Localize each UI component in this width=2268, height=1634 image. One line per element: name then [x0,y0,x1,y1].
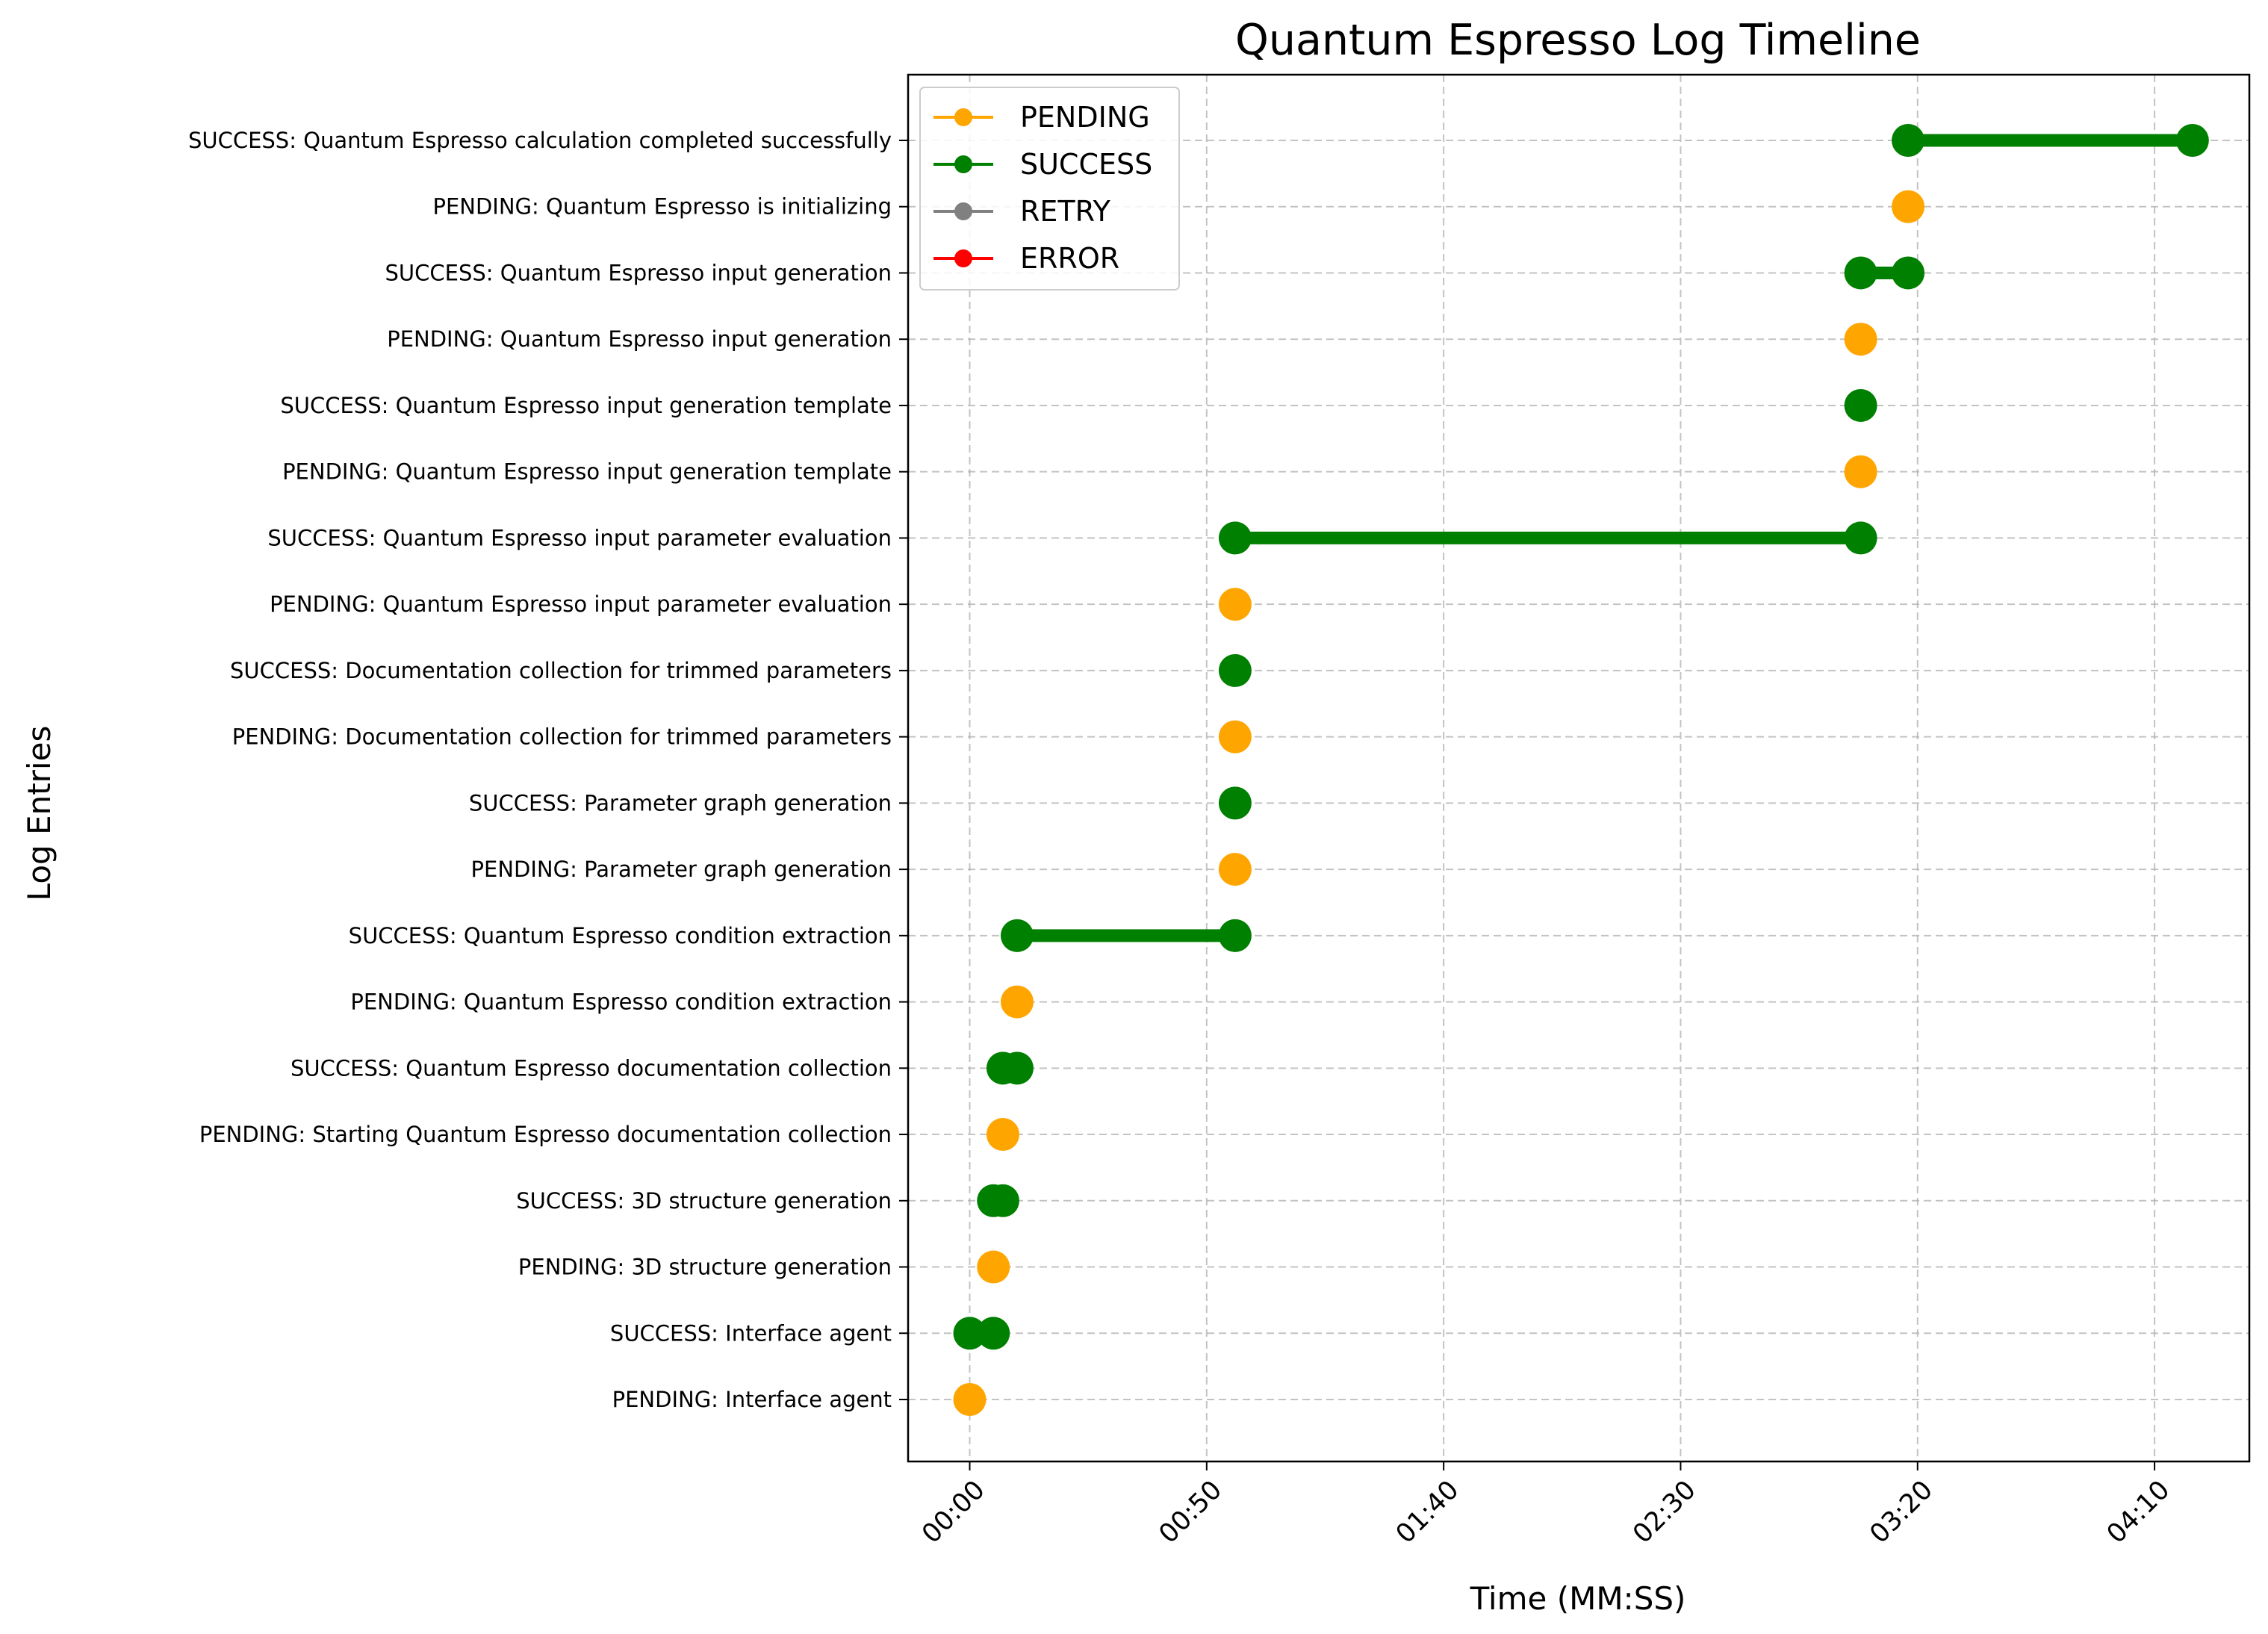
legend-marker [954,155,972,173]
log-entry-success [1218,521,1877,555]
log-entry-pending [986,1118,1019,1152]
end-point [1844,521,1877,555]
legend-label: SUCCESS [1020,148,1152,181]
start-point [1000,919,1034,952]
y-tick-label: PENDING: Quantum Espresso condition extr… [350,990,892,1015]
legend-label: PENDING [1020,101,1150,134]
legend-item-success: SUCCESS [933,148,1152,181]
y-tick-label: SUCCESS: Quantum Espresso calculation co… [188,128,892,153]
y-tick-label: PENDING: Quantum Espresso input generati… [387,326,892,352]
legend-box [919,87,1180,291]
start-point [1218,786,1252,820]
log-entry-pending [977,1250,1010,1284]
log-entry-success [986,1051,1034,1085]
y-tick-label: SUCCESS: Quantum Espresso input generati… [280,393,892,418]
end-point [1892,256,1925,290]
legend-label: ERROR [1020,242,1119,275]
log-entry-success [1844,256,1925,290]
log-entry-pending [1844,455,1877,488]
start-point [1000,985,1034,1019]
log-entry-success [1000,919,1252,952]
start-point [1218,521,1252,555]
y-tick-label: PENDING: Parameter graph generation [471,857,892,882]
start-point [1844,388,1877,422]
y-tick-label: SUCCESS: Quantum Espresso condition extr… [349,923,892,948]
y-tick-label: SUCCESS: Quantum Espresso input paramete… [267,525,892,550]
legend-marker [954,249,972,267]
y-tick-label: SUCCESS: Interface agent [610,1320,892,1346]
y-tick-label: PENDING: Starting Quantum Espresso docum… [199,1122,892,1147]
end-point [986,1184,1019,1217]
y-tick-label: PENDING: Quantum Espresso input paramete… [270,591,892,617]
start-point [1218,653,1252,687]
y-axis-title: Log Entries [21,726,58,901]
start-point [1844,455,1877,488]
log-entry-success [1892,124,2209,157]
log-entry-success [1218,786,1252,820]
log-entry-success [1218,653,1252,687]
start-point [977,1250,1010,1284]
y-tick-label: SUCCESS: Documentation collection for tr… [230,658,892,683]
start-point [1844,323,1877,356]
end-point [977,1317,1010,1350]
start-point [1218,853,1252,886]
end-point [1218,919,1252,952]
x-axis-title: Time (MM:SS) [1470,1580,1686,1617]
log-entry-pending [1844,323,1877,356]
series-layer [953,124,2209,1416]
start-point [986,1118,1019,1152]
start-point [1218,720,1252,754]
legend: PENDING SUCCESS RETRY ERROR [919,87,1180,291]
y-tick-label: SUCCESS: 3D structure generation [516,1188,892,1214]
y-tick-label: SUCCESS: Parameter graph generation [469,790,892,816]
log-entry-pending [1218,720,1252,754]
y-tick-label: PENDING: Quantum Espresso is initializin… [432,194,892,220]
log-entry-pending [1000,985,1034,1019]
y-tick-label: PENDING: Quantum Espresso input generati… [282,459,892,485]
log-entry-pending [1218,853,1252,886]
legend-item-retry: RETRY [933,195,1111,228]
y-tick-label: SUCCESS: Quantum Espresso documentation … [291,1055,892,1081]
start-point [953,1383,987,1416]
legend-marker [954,202,972,220]
y-tick-label: SUCCESS: Quantum Espresso input generati… [385,260,892,285]
legend-item-pending: PENDING [933,101,1150,134]
start-point [1844,256,1877,290]
log-entry-pending [953,1383,987,1416]
grid [908,75,2249,1461]
end-point [2175,124,2209,157]
legend-item-error: ERROR [933,242,1119,275]
y-tick-label: PENDING: Documentation collection for tr… [232,724,892,750]
end-point [1000,1051,1034,1085]
chart-title: Quantum Espresso Log Timeline [1235,16,1921,65]
start-point [953,1317,987,1350]
y-tick-label: PENDING: Interface agent [612,1387,892,1412]
log-entry-pending [1218,588,1252,621]
log-entry-success [1844,388,1877,422]
start-point [1892,124,1925,157]
start-point [1218,588,1252,621]
log-entry-pending [1892,190,1925,223]
y-tick-label: PENDING: 3D structure generation [518,1255,892,1280]
legend-label: RETRY [1020,195,1111,228]
start-point [1892,190,1925,223]
log-entry-success [953,1317,1010,1350]
legend-marker [954,108,972,126]
log-entry-success [977,1184,1019,1217]
plot-frame [907,73,2251,1463]
